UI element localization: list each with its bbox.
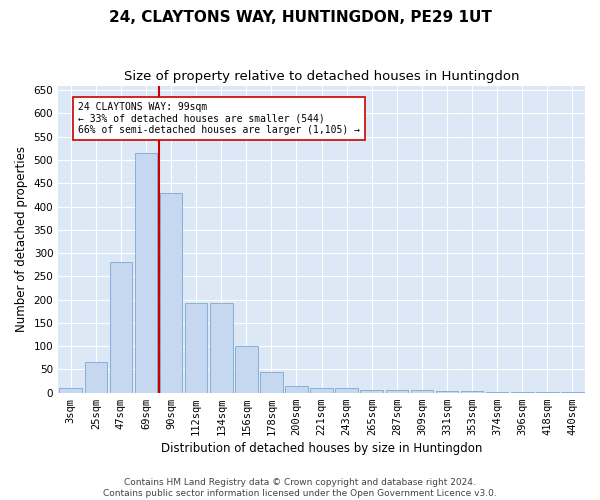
- Bar: [110, 262, 132, 392]
- Title: Size of property relative to detached houses in Huntingdon: Size of property relative to detached ho…: [124, 70, 520, 83]
- Bar: [185, 304, 208, 392]
- Bar: [361, 390, 383, 392]
- Bar: [160, 192, 182, 392]
- Bar: [386, 390, 408, 392]
- Text: 24 CLAYTONS WAY: 99sqm
← 33% of detached houses are smaller (544)
66% of semi-de: 24 CLAYTONS WAY: 99sqm ← 33% of detached…: [78, 102, 360, 135]
- Bar: [335, 388, 358, 392]
- Bar: [285, 386, 308, 392]
- X-axis label: Distribution of detached houses by size in Huntingdon: Distribution of detached houses by size …: [161, 442, 482, 455]
- Bar: [235, 346, 257, 393]
- Bar: [85, 362, 107, 392]
- Bar: [210, 304, 233, 392]
- Bar: [310, 388, 333, 392]
- Bar: [410, 390, 433, 392]
- Bar: [134, 153, 157, 392]
- Bar: [59, 388, 82, 392]
- Text: 24, CLAYTONS WAY, HUNTINGDON, PE29 1UT: 24, CLAYTONS WAY, HUNTINGDON, PE29 1UT: [109, 10, 491, 25]
- Y-axis label: Number of detached properties: Number of detached properties: [15, 146, 28, 332]
- Bar: [260, 372, 283, 392]
- Text: Contains HM Land Registry data © Crown copyright and database right 2024.
Contai: Contains HM Land Registry data © Crown c…: [103, 478, 497, 498]
